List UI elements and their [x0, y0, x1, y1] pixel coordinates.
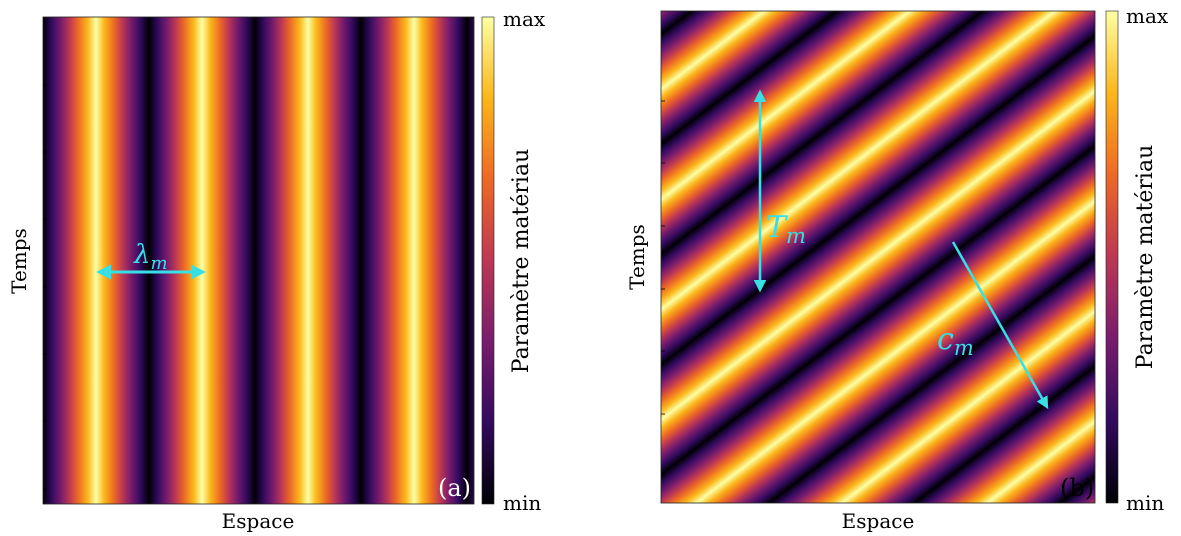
panel-label-b: (b) — [1060, 474, 1094, 502]
heatmap-a-fill — [43, 17, 474, 504]
panel-b: Tm cm (b) Espace Temps max min Paramètre… — [625, 4, 1169, 533]
y-axis-label-b: Temps — [625, 224, 649, 290]
plot-frame-a — [42, 16, 475, 505]
colorbar-b-gradient — [1105, 10, 1119, 504]
colorbar-b-max: max — [1126, 4, 1169, 28]
colorbar-b: max min Paramètre matériau — [1105, 4, 1169, 515]
x-axis-label-b: Espace — [842, 509, 915, 533]
lambda-annotation: λm — [96, 240, 206, 280]
colorbar-b-label: Paramètre matériau — [1133, 145, 1158, 370]
colorbar-a: max min Paramètre matériau — [481, 7, 546, 515]
y-axis-label-a: Temps — [7, 228, 31, 294]
velocity-annotation: cm — [937, 241, 1049, 410]
colorbar-a-label: Paramètre matériau — [509, 149, 534, 374]
colorbar-a-max: max — [503, 7, 546, 31]
colorbar-b-min: min — [1126, 491, 1164, 515]
x-axis-label-a: Espace — [222, 509, 295, 533]
colorbar-a-min: min — [503, 491, 541, 515]
panel-a: λm (a) Espace Temps max min Paramètre ma… — [7, 7, 546, 533]
velocity-arrow — [951, 241, 1049, 410]
panel-label-a: (a) — [438, 474, 471, 502]
heatmap-a — [43, 17, 474, 504]
heatmap-b — [661, 11, 1095, 503]
colorbar-a-gradient — [481, 16, 495, 505]
period-annotation: Tm — [753, 89, 806, 293]
plot-frame-b — [660, 10, 1096, 504]
velocity-label: cm — [937, 322, 974, 360]
y-ticks-a — [43, 84, 47, 490]
period-label: Tm — [766, 210, 806, 248]
lambda-label: λm — [133, 240, 168, 274]
heatmap-b-fill — [661, 11, 1095, 503]
y-ticks-b — [661, 100, 665, 477]
